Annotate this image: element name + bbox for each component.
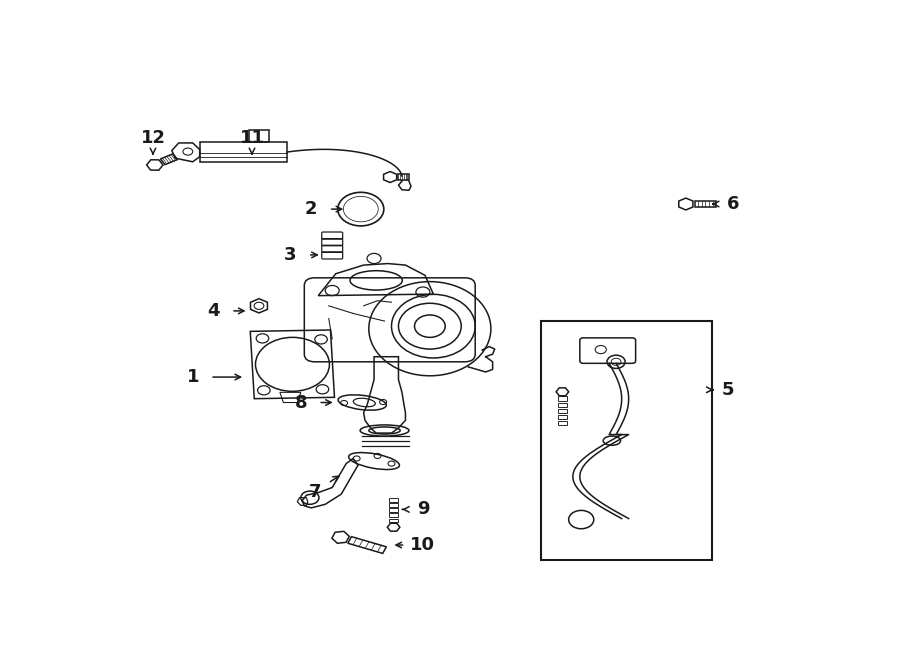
- Bar: [542, 321, 712, 561]
- Text: 10: 10: [410, 536, 436, 554]
- Text: 5: 5: [722, 381, 734, 399]
- Text: 8: 8: [294, 393, 307, 412]
- Bar: [558, 414, 567, 419]
- Text: 3: 3: [284, 246, 297, 264]
- Text: 11: 11: [239, 129, 265, 147]
- Bar: [390, 514, 398, 517]
- Bar: [558, 421, 567, 426]
- Text: 1: 1: [186, 368, 199, 386]
- Text: 2: 2: [305, 200, 318, 218]
- Text: 9: 9: [417, 500, 429, 518]
- Bar: [390, 508, 398, 512]
- Bar: [390, 519, 398, 522]
- Text: 7: 7: [309, 483, 321, 500]
- Text: 6: 6: [727, 195, 740, 213]
- Bar: [558, 408, 567, 413]
- Bar: [248, 130, 269, 142]
- Bar: [558, 403, 567, 407]
- Bar: [390, 503, 398, 507]
- Bar: [558, 397, 567, 401]
- Text: 4: 4: [207, 302, 220, 320]
- Bar: [390, 498, 398, 502]
- Text: 12: 12: [140, 129, 166, 147]
- Bar: [200, 142, 287, 162]
